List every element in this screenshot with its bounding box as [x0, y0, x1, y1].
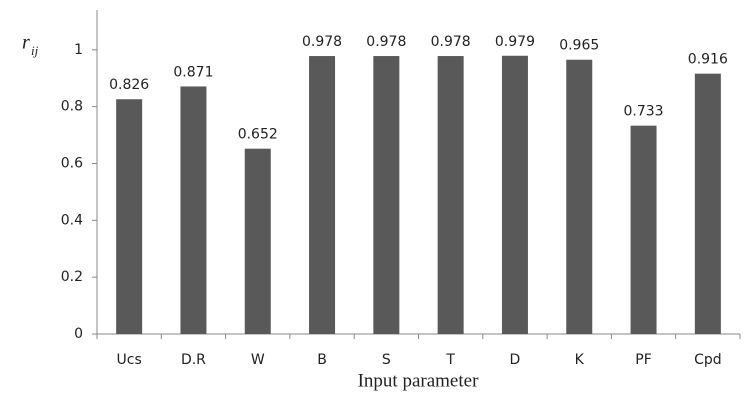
x-tick-label: Ucs [117, 352, 142, 368]
data-label: 0.978 [431, 34, 471, 50]
bar [630, 125, 657, 335]
data-label: 0.652 [238, 127, 278, 143]
data-label: 0.978 [302, 34, 342, 50]
y-tick-label: 0.8 [61, 99, 83, 115]
bar [116, 99, 143, 335]
bar [373, 56, 400, 334]
y-axis-label-subscript: ij [31, 43, 39, 58]
bar [501, 55, 528, 334]
x-axis-label: Input parameter [358, 370, 479, 391]
bar [244, 148, 271, 334]
data-label: 0.733 [624, 104, 664, 120]
y-tick-label: 0.2 [61, 269, 83, 285]
x-tick-label: K [575, 352, 585, 368]
y-tick-label: 1 [74, 42, 83, 58]
data-label: 0.979 [495, 34, 535, 50]
data-label: 0.916 [688, 52, 728, 68]
x-tick-label: S [382, 352, 391, 368]
x-tick-label: W [251, 352, 265, 368]
data-label: 0.871 [173, 64, 213, 80]
bar [180, 86, 207, 334]
data-label: 0.965 [559, 38, 599, 54]
x-tick-label: Cpd [694, 352, 722, 368]
y-tick-label: 0 [74, 326, 83, 342]
y-tick-label: 0.6 [61, 155, 83, 171]
x-tick-label: PF [635, 352, 652, 368]
bar [566, 59, 593, 334]
y-axis-label: r [22, 32, 30, 54]
data-label: 0.826 [109, 77, 149, 93]
x-tick-label: D.R [181, 352, 206, 368]
data-label: 0.978 [366, 34, 406, 50]
x-tick-label: B [317, 352, 327, 368]
bar [694, 73, 721, 335]
y-tick-label: 0.4 [61, 212, 83, 228]
bar [437, 56, 464, 334]
x-tick-label: D [510, 352, 521, 368]
x-tick-label: T [445, 352, 455, 368]
bar [309, 56, 336, 334]
